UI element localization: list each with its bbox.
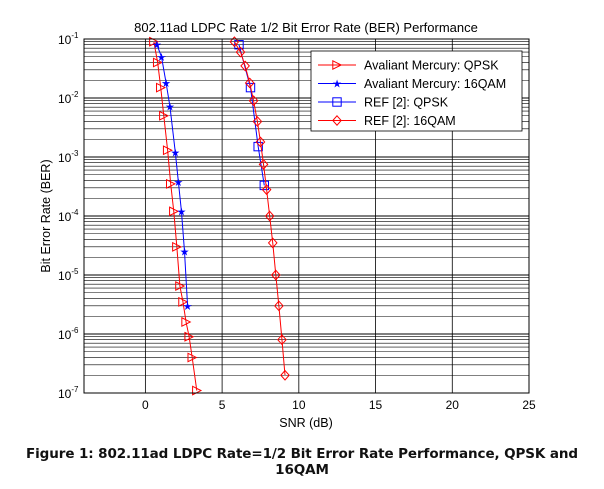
- diamond-marker: [280, 369, 290, 381]
- square-marker: [253, 141, 263, 152]
- star-marker: ★: [165, 101, 175, 113]
- square-marker: [245, 82, 256, 93]
- triangle-marker: [187, 352, 198, 363]
- x-tick-label: 5: [219, 398, 226, 412]
- triangle-marker: [162, 145, 173, 156]
- diamond-marker: [261, 184, 272, 196]
- star-marker: ★: [157, 52, 167, 64]
- diamond-marker: [244, 77, 255, 89]
- triangle-marker: [184, 331, 195, 342]
- star-marker: ★: [177, 206, 187, 218]
- figure-caption: Figure 1: 802.11ad LDPC Rate=1/2 Bit Err…: [26, 446, 578, 478]
- legend-label: REF [2]: QPSK: [364, 96, 449, 110]
- diamond-marker: [235, 46, 246, 58]
- y-tick-label: 10-1: [58, 31, 79, 47]
- diamond-marker: [277, 334, 287, 346]
- series-group: [229, 36, 290, 381]
- star-marker: ★: [170, 147, 180, 159]
- diamond-marker: [267, 237, 278, 249]
- square-marker: [332, 97, 342, 107]
- series-line: [156, 44, 189, 306]
- diamond-marker: [274, 300, 284, 312]
- diamond-marker: [240, 60, 250, 72]
- triangle-marker: [165, 178, 177, 189]
- y-tick-label: 10-3: [58, 149, 79, 165]
- triangle-marker: [152, 57, 163, 68]
- square-marker: [259, 180, 270, 191]
- y-tick-label: 10-6: [58, 326, 79, 342]
- diamond-marker: [270, 269, 281, 281]
- legend: Avaliant Mercury: QPSK ★ Avaliant Mercury:…: [310, 50, 523, 132]
- diamond-marker: [229, 36, 240, 48]
- diamond-marker: [252, 116, 263, 127]
- legend-label: Avaliant Mercury: QPSK: [364, 59, 499, 73]
- diamond-marker: [332, 115, 342, 126]
- triangle-marker: [332, 59, 343, 71]
- series-group: ★★★★★★★★★: [152, 40, 193, 313]
- series-line: [233, 41, 286, 376]
- triangle-marker: [172, 241, 183, 252]
- triangle-marker: [175, 281, 186, 292]
- x-tick-label: 15: [369, 398, 383, 412]
- y-tick-label: 10-5: [58, 267, 79, 283]
- legend-label: REF [2]: 16QAM: [364, 114, 456, 128]
- star-marker: ★: [152, 40, 162, 52]
- plot-series: ★★★★★★★★★: [149, 36, 290, 396]
- diamond-marker: [255, 136, 266, 148]
- x-axis-label: SNR (dB): [279, 416, 332, 430]
- y-axis-label: Bit Error Rate (BER): [39, 159, 53, 272]
- x-tick-label: 25: [522, 398, 536, 412]
- star-marker: ★: [161, 78, 171, 90]
- y-tick-label: 10-2: [58, 90, 79, 106]
- diamond-marker: [264, 210, 275, 222]
- triangle-marker: [159, 110, 170, 121]
- y-tick-label: 10-4: [58, 208, 79, 224]
- axes-frame: [83, 38, 530, 394]
- triangle-marker: [181, 316, 192, 327]
- ber-chart: ★★★★★★★★★ 0 5 10 15 20 2510-110-210-310-410-5…: [39, 20, 536, 430]
- legend-label: Avaliant Mercury: 16QAM: [364, 77, 506, 91]
- triangle-marker: [169, 206, 180, 217]
- chart-title: 802.11ad LDPC Rate 1/2 Bit Error Rate (B…: [134, 20, 478, 35]
- triangle-marker: [149, 36, 160, 47]
- star-marker: ★: [180, 247, 190, 259]
- star-marker: ★: [332, 79, 342, 91]
- series-group: [149, 36, 203, 396]
- star-marker: ★: [173, 177, 183, 189]
- x-tick-label: 0: [142, 398, 149, 412]
- x-tick-label: 20: [446, 398, 460, 412]
- triangle-marker: [178, 296, 189, 307]
- star-marker: ★: [183, 301, 193, 313]
- y-tick-label: 10-7: [58, 385, 79, 401]
- diamond-marker: [248, 95, 259, 107]
- legend-box: [310, 50, 523, 132]
- series-line: [238, 44, 265, 186]
- x-tick-label: 10: [292, 398, 306, 412]
- triangle-marker: [156, 82, 167, 93]
- diamond-marker: [258, 158, 269, 170]
